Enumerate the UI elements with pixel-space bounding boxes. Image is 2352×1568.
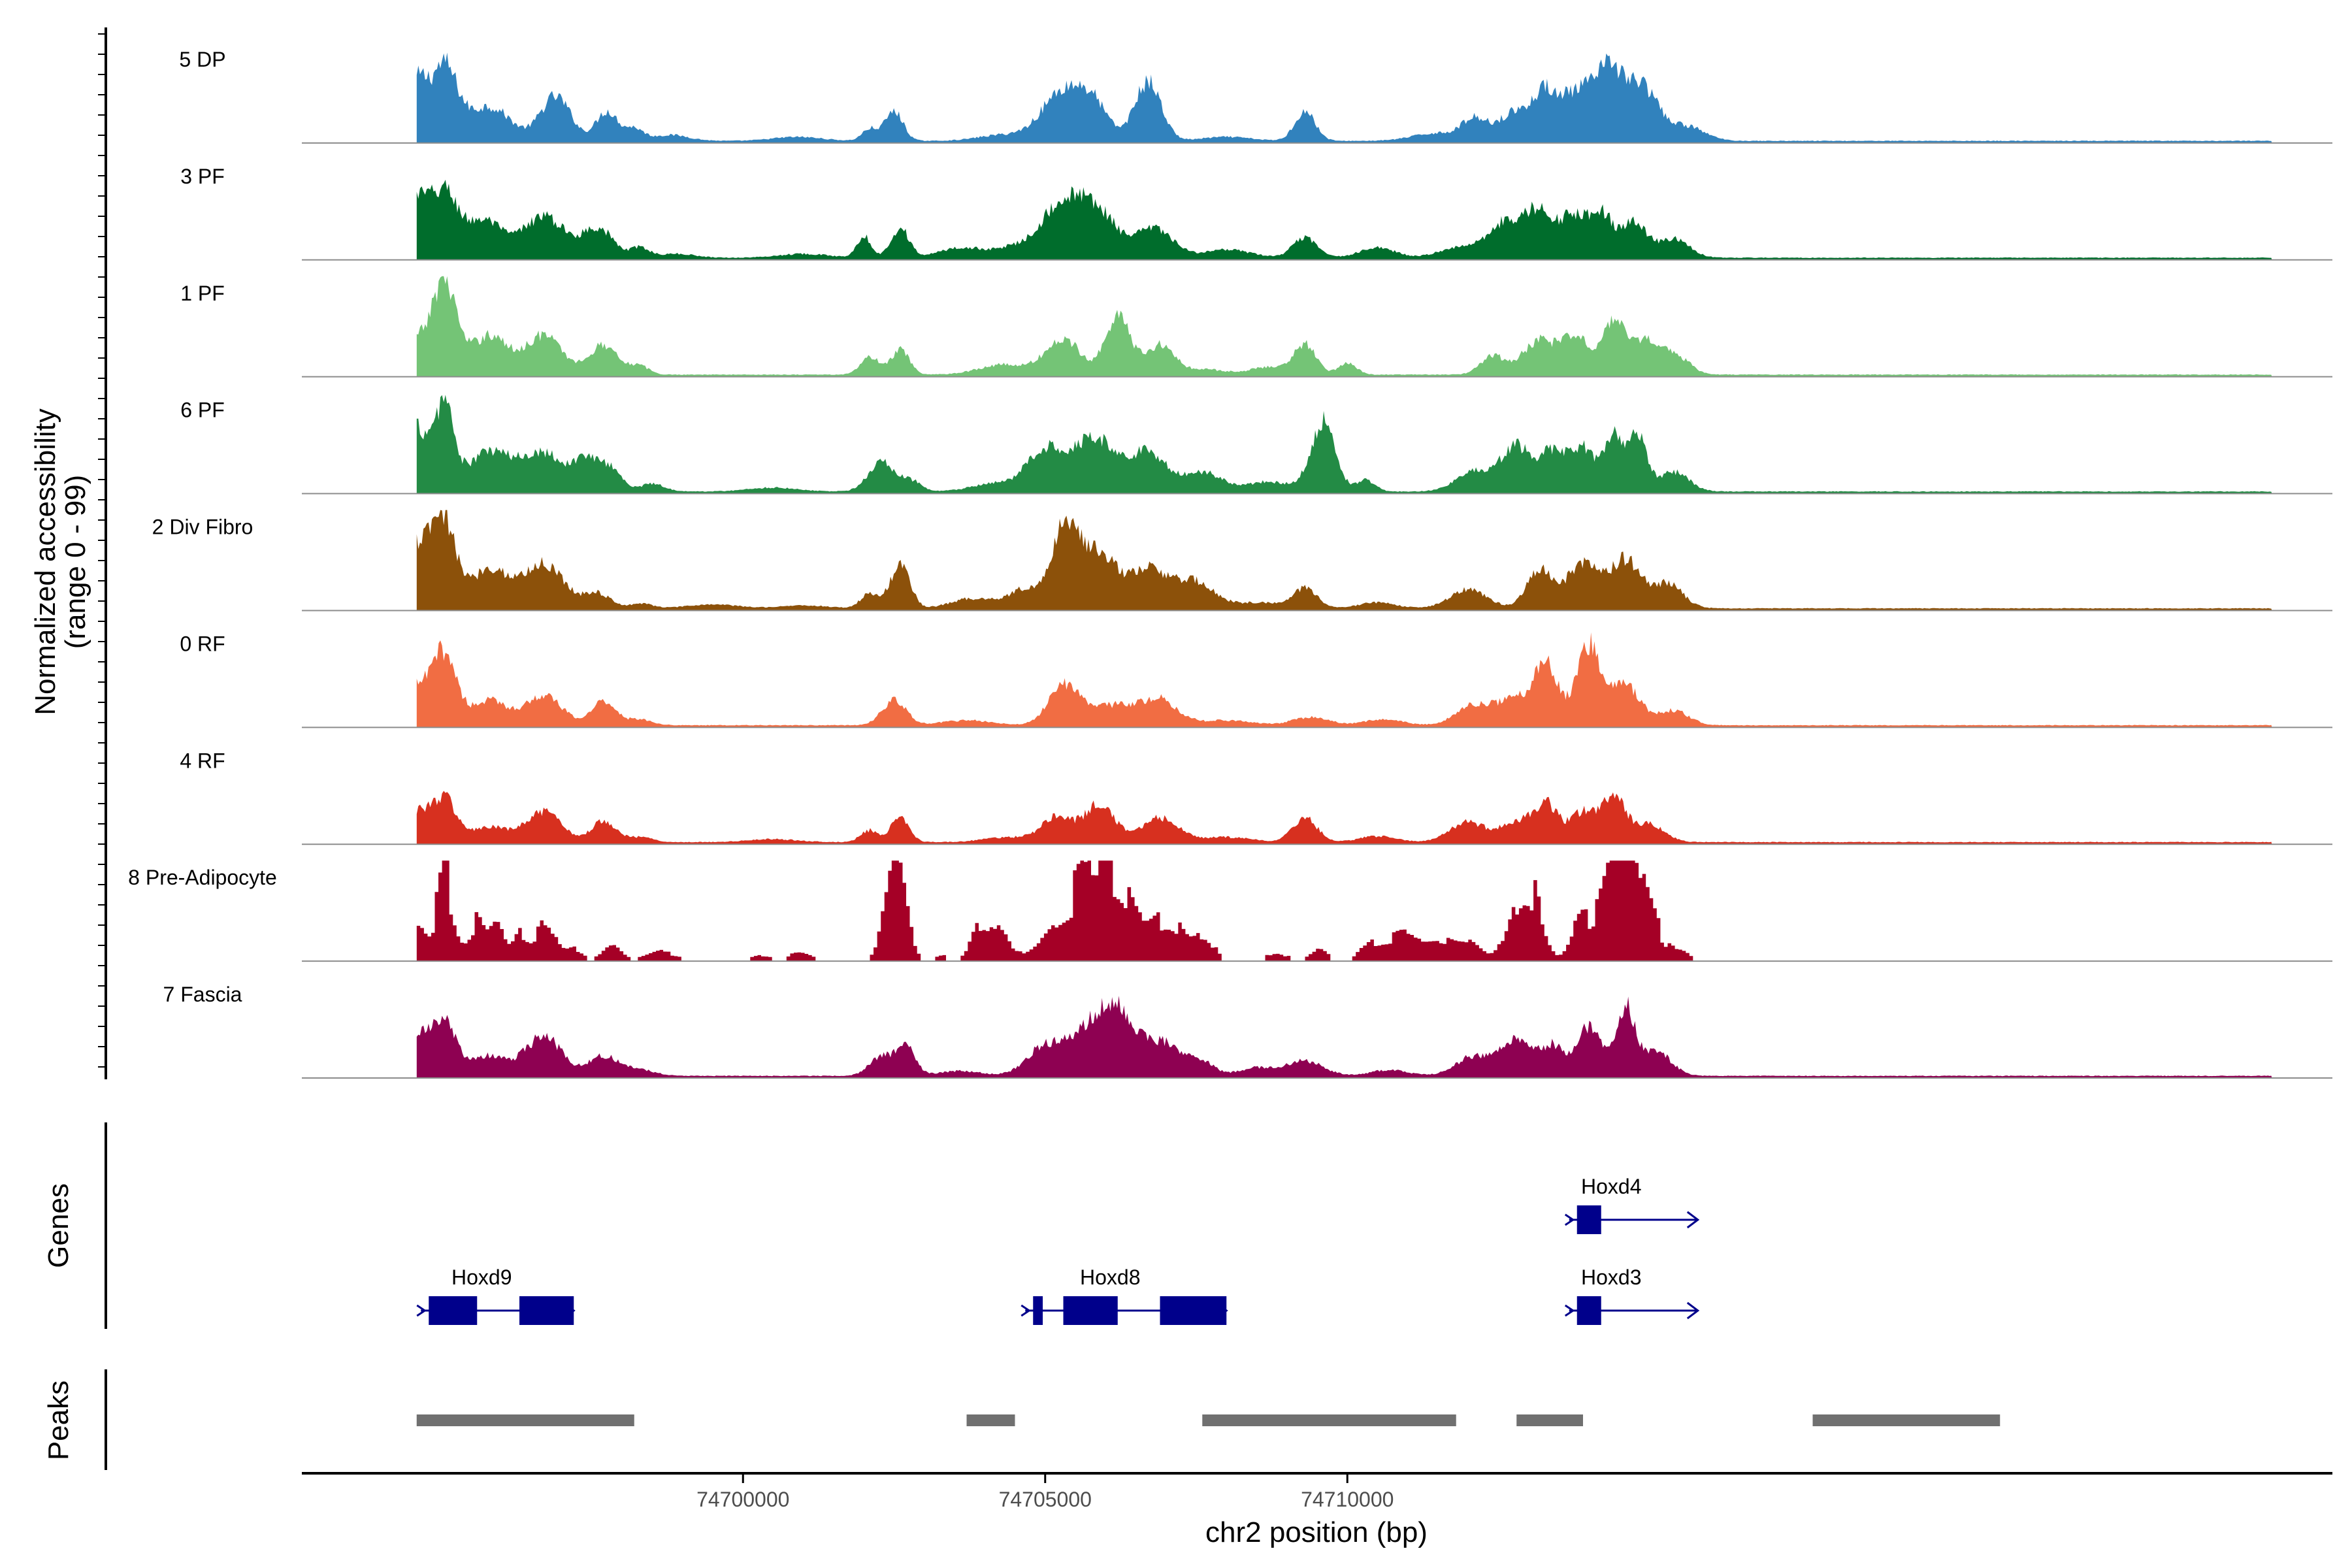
- track-label: 6 PF: [180, 399, 225, 422]
- x-tick-label: 74700000: [696, 1488, 789, 1511]
- track-1-pf: 1 PF: [180, 276, 2332, 378]
- track-7-fascia: 7 Fascia: [163, 983, 2332, 1079]
- gene-exon: [1033, 1296, 1043, 1325]
- track-2-div-fibro: 2 Div Fibro: [152, 510, 2332, 612]
- track-0-rf: 0 RF: [180, 632, 2332, 728]
- track-label: 4 RF: [180, 749, 225, 772]
- track-label: 1 PF: [180, 282, 225, 305]
- x-axis: 74700000 74705000 74710000: [302, 1472, 2332, 1511]
- coverage-area: [416, 860, 2274, 962]
- track-label: 5 DP: [179, 48, 225, 71]
- peaks-track-label: Peaks: [42, 1380, 74, 1460]
- gene-strand-arrow: [1686, 1211, 1700, 1229]
- gene-label: Hoxd4: [1581, 1175, 1642, 1198]
- gene-exon: [1063, 1296, 1118, 1325]
- peak-region: [966, 1414, 1015, 1426]
- y-axis-label-line1: Normalized accessibility: [29, 408, 61, 715]
- gene-exon: [1576, 1205, 1601, 1234]
- coverage-area: [416, 996, 2272, 1078]
- track-label: 7 Fascia: [163, 983, 242, 1006]
- track-3-pf: 3 PF: [180, 165, 2332, 261]
- gene-hoxd8: Hoxd8: [1021, 1266, 1228, 1325]
- coverage-area: [416, 632, 2272, 728]
- coverage-y-axis: [98, 27, 107, 1079]
- gene-start-marker: [1564, 1304, 1575, 1317]
- track-8-pre-adipocyte: 8 Pre-Adipocyte: [128, 860, 2332, 962]
- peak-region: [1516, 1414, 1583, 1426]
- peak-region: [1812, 1414, 2001, 1426]
- coverage-area: [416, 791, 2272, 845]
- track-6-pf: 6 PF: [180, 395, 2332, 495]
- x-tick-label: 74705000: [999, 1488, 1092, 1511]
- gene-exon: [429, 1296, 478, 1325]
- track-label: 2 Div Fibro: [152, 515, 253, 539]
- x-tick-label: 74710000: [1301, 1488, 1394, 1511]
- gene-annotation-track: Hoxd9 Hoxd8 Hoxd4 Hoxd3: [416, 1175, 1700, 1325]
- track-label: 8 Pre-Adipocyte: [128, 866, 277, 889]
- track-5-dp: 5 DP: [179, 48, 2332, 144]
- gene-hoxd9: Hoxd9: [416, 1266, 576, 1325]
- gene-strand-arrow: [1686, 1301, 1700, 1320]
- coverage-area: [416, 180, 2272, 260]
- gene-label: Hoxd9: [451, 1266, 512, 1289]
- peak-regions-track: [416, 1414, 2001, 1426]
- gene-hoxd3: Hoxd3: [1564, 1266, 1700, 1325]
- coverage-area: [416, 395, 2272, 494]
- gene-exon: [1160, 1296, 1227, 1325]
- track-label: 3 PF: [180, 165, 225, 188]
- coverage-area: [416, 276, 2272, 377]
- y-axis-label-line2: (range 0 - 99): [59, 475, 91, 649]
- genes-track-label: Genes: [42, 1183, 74, 1268]
- coverage-area: [416, 52, 2272, 143]
- gene-start-marker: [416, 1304, 427, 1317]
- gene-hoxd4: Hoxd4: [1564, 1175, 1700, 1234]
- gene-label: Hoxd3: [1581, 1266, 1642, 1289]
- coverage-area: [416, 510, 2272, 611]
- track-label: 0 RF: [180, 632, 225, 655]
- x-axis-label: chr2 position (bp): [1205, 1516, 1428, 1548]
- gene-exon: [1576, 1296, 1601, 1325]
- gene-label: Hoxd8: [1080, 1266, 1141, 1289]
- coverage-tracks: 5 DP 3 PF 1 PF 6 PF 2 Div Fibro 0 RF 4 RF 8 Pre…: [128, 48, 2332, 1079]
- peak-region: [416, 1414, 634, 1426]
- gene-start-marker: [1021, 1304, 1031, 1317]
- gene-start-marker: [1564, 1213, 1575, 1226]
- track-4-rf: 4 RF: [180, 749, 2332, 845]
- peak-region: [1202, 1414, 1456, 1426]
- gene-exon: [519, 1296, 574, 1325]
